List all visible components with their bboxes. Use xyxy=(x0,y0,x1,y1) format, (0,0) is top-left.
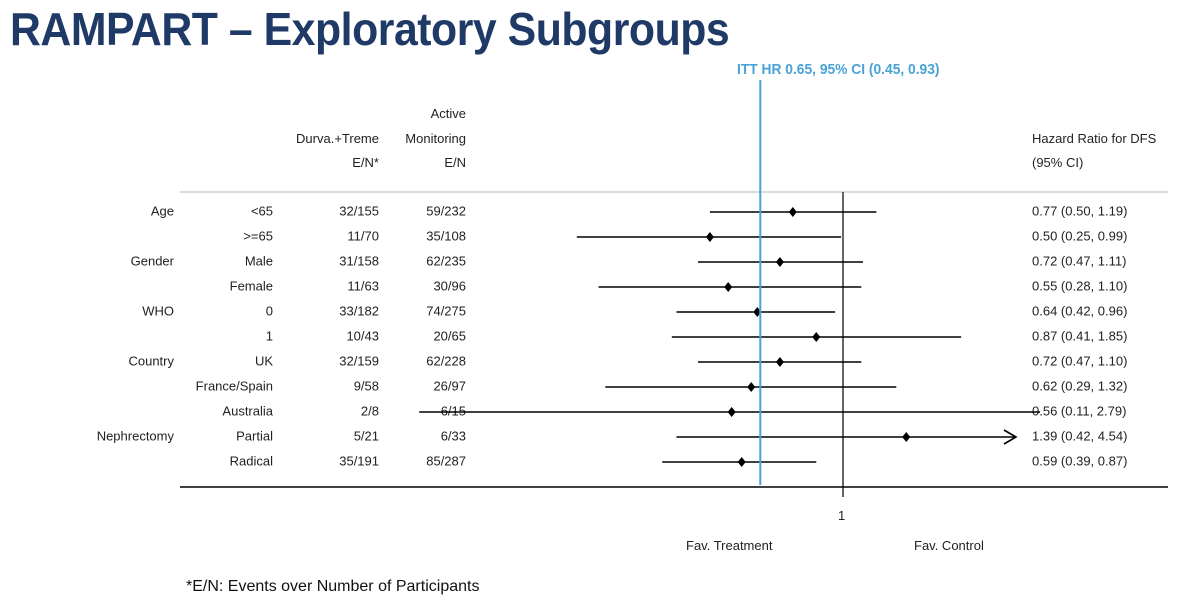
hazard-ratio-ci-value: 0.77 (0.50, 1.19) xyxy=(1032,203,1127,218)
hazard-ratio-ci-value: 0.56 (0.11, 2.79) xyxy=(1032,403,1126,418)
hazard-ratio-ci-value: 0.59 (0.39, 0.87) xyxy=(1032,453,1127,468)
subgroup-label: Partial xyxy=(236,428,273,443)
subgroup-label: Male xyxy=(245,253,273,268)
header-control-arm-line1: Active xyxy=(430,106,466,121)
footnote: *E/N: Events over Number of Participants xyxy=(186,578,480,595)
header-treatment-arm: Durva.+Treme xyxy=(296,131,379,146)
control-en-value: 26/97 xyxy=(433,378,466,393)
header-treatment-en: E/N* xyxy=(352,155,379,170)
point-estimate-marker xyxy=(902,432,911,442)
control-en-value: 6/15 xyxy=(441,403,466,418)
hazard-ratio-ci-value: 0.62 (0.29, 1.32) xyxy=(1032,378,1127,393)
subgroup-label: <65 xyxy=(251,203,273,218)
treatment-en-value: 5/21 xyxy=(354,428,379,443)
treatment-en-value: 11/70 xyxy=(347,228,379,243)
header-control-en: E/N xyxy=(444,155,466,170)
fav-treatment-label: Fav. Treatment xyxy=(686,538,773,553)
point-estimate-marker xyxy=(705,232,714,242)
hazard-ratio-ci-value: 1.39 (0.42, 4.54) xyxy=(1032,428,1127,443)
control-en-value: 30/96 xyxy=(433,278,466,293)
hazard-ratio-ci-value: 0.64 (0.42, 0.96) xyxy=(1032,303,1127,318)
fav-control-label: Fav. Control xyxy=(914,538,984,553)
hazard-ratio-ci-value: 0.72 (0.47, 1.11) xyxy=(1032,253,1126,268)
point-estimate-marker xyxy=(724,282,733,292)
treatment-en-value: 2/8 xyxy=(361,403,379,418)
subgroup-label: Radical xyxy=(230,453,273,468)
treatment-en-value: 35/191 xyxy=(339,453,379,468)
group-label: Age xyxy=(151,203,174,218)
header-ci: (95% CI) xyxy=(1032,155,1084,170)
control-en-value: 74/275 xyxy=(426,303,466,318)
control-en-value: 6/33 xyxy=(441,428,466,443)
subgroup-label: 1 xyxy=(266,328,273,343)
treatment-en-value: 31/158 xyxy=(339,253,379,268)
treatment-en-value: 32/155 xyxy=(339,203,379,218)
control-en-value: 20/65 xyxy=(433,328,466,343)
ci-arrow xyxy=(1003,429,1018,445)
group-label: WHO xyxy=(142,303,174,318)
hazard-ratio-ci-value: 0.72 (0.47, 1.10) xyxy=(1032,353,1127,368)
control-en-value: 59/232 xyxy=(426,203,466,218)
header-hazard-ratio: Hazard Ratio for DFS xyxy=(1032,131,1157,146)
subgroup-label: 0 xyxy=(266,303,273,318)
treatment-en-value: 33/182 xyxy=(339,303,379,318)
point-estimate-marker xyxy=(788,207,797,217)
point-estimate-marker xyxy=(747,382,756,392)
control-en-value: 62/235 xyxy=(426,253,466,268)
treatment-en-value: 11/63 xyxy=(347,278,379,293)
group-label: Gender xyxy=(131,253,175,268)
treatment-en-value: 9/58 xyxy=(354,378,379,393)
subgroup-label: Australia xyxy=(222,403,273,418)
hazard-ratio-ci-value: 0.55 (0.28, 1.10) xyxy=(1032,278,1127,293)
point-estimate-marker xyxy=(812,332,821,342)
header-control-arm-line2: Monitoring xyxy=(405,131,466,146)
itt-reference-label: ITT HR 0.65, 95% CI (0.45, 0.93) xyxy=(737,61,940,78)
point-estimate-marker xyxy=(737,457,746,467)
subgroup-label: >=65 xyxy=(243,228,273,243)
control-en-value: 35/108 xyxy=(426,228,466,243)
reference-tick-label: 1 xyxy=(838,508,846,523)
point-estimate-marker xyxy=(727,407,736,417)
subgroup-label: UK xyxy=(255,353,273,368)
subgroup-label: France/Spain xyxy=(196,378,273,393)
control-en-value: 62/228 xyxy=(426,353,466,368)
hazard-ratio-ci-value: 0.50 (0.25, 0.99) xyxy=(1032,228,1127,243)
group-label: Nephrectomy xyxy=(97,428,175,443)
hazard-ratio-ci-value: 0.87 (0.41, 1.85) xyxy=(1032,328,1127,343)
subgroup-label: Female xyxy=(230,278,273,293)
page-title: RAMPART – Exploratory Subgroups xyxy=(10,3,730,55)
treatment-en-value: 32/159 xyxy=(339,353,379,368)
group-label: Country xyxy=(128,353,174,368)
control-en-value: 85/287 xyxy=(426,453,466,468)
treatment-en-value: 10/43 xyxy=(346,328,379,343)
point-estimate-marker xyxy=(775,357,784,367)
point-estimate-marker xyxy=(775,257,784,267)
